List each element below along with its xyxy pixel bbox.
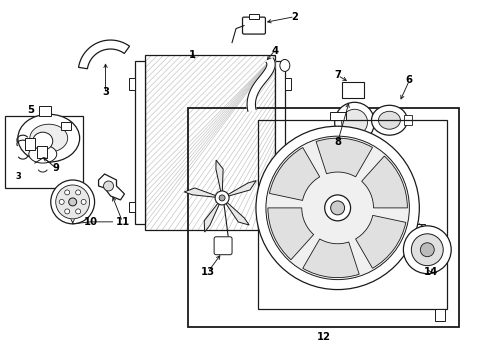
Bar (285, 78, 291, 90)
Circle shape (75, 209, 81, 214)
Bar (129, 78, 135, 90)
Text: 11: 11 (115, 217, 129, 227)
Polygon shape (247, 59, 275, 111)
Text: 13: 13 (201, 267, 215, 276)
Ellipse shape (371, 105, 407, 135)
Polygon shape (78, 40, 129, 69)
Circle shape (65, 209, 70, 214)
Circle shape (69, 198, 76, 206)
Text: 3: 3 (15, 171, 21, 180)
Circle shape (219, 195, 225, 201)
Bar (37, 146, 47, 158)
Circle shape (81, 199, 86, 204)
Polygon shape (222, 181, 256, 198)
Circle shape (59, 199, 64, 204)
Circle shape (65, 190, 70, 195)
Text: 1: 1 (189, 50, 196, 60)
Circle shape (325, 195, 350, 221)
Circle shape (403, 226, 451, 274)
Ellipse shape (30, 124, 68, 152)
Polygon shape (216, 160, 223, 198)
Ellipse shape (33, 132, 53, 150)
Text: 10: 10 (84, 217, 98, 227)
Polygon shape (98, 174, 124, 200)
Text: 7: 7 (334, 71, 341, 80)
Bar (5, 116, 83, 188)
Circle shape (256, 126, 419, 289)
Circle shape (335, 102, 374, 142)
Circle shape (103, 181, 114, 191)
Bar (135, 62, 146, 224)
Bar (275, 62, 285, 224)
Bar (405, 224, 425, 232)
Ellipse shape (18, 114, 80, 162)
Circle shape (420, 243, 434, 257)
Polygon shape (204, 198, 222, 232)
Text: 5: 5 (27, 105, 34, 115)
Circle shape (215, 191, 229, 205)
Bar (25, 138, 35, 150)
Text: 6: 6 (406, 75, 413, 85)
Circle shape (331, 201, 344, 215)
Bar (188, 108, 459, 328)
Wedge shape (362, 156, 407, 208)
Bar (39, 106, 51, 116)
Text: 4: 4 (271, 45, 278, 55)
FancyBboxPatch shape (214, 237, 232, 255)
Wedge shape (303, 239, 359, 278)
Circle shape (56, 185, 90, 219)
Wedge shape (268, 208, 314, 260)
Circle shape (75, 190, 81, 195)
Polygon shape (222, 198, 249, 225)
Bar (330, 112, 345, 120)
Wedge shape (316, 138, 372, 177)
Bar (249, 14, 259, 19)
Bar (146, 55, 275, 230)
Text: 8: 8 (334, 137, 341, 147)
Circle shape (51, 180, 95, 224)
Wedge shape (270, 148, 319, 201)
Wedge shape (356, 215, 406, 268)
Circle shape (342, 109, 368, 135)
Bar (404, 115, 413, 125)
Bar (258, 120, 447, 310)
Bar (129, 202, 135, 212)
Ellipse shape (280, 59, 290, 71)
Ellipse shape (378, 111, 400, 129)
Bar (285, 202, 291, 212)
Ellipse shape (29, 145, 57, 163)
FancyBboxPatch shape (342, 82, 364, 98)
Bar (61, 122, 71, 130)
Circle shape (412, 234, 443, 266)
Text: 3: 3 (102, 87, 109, 97)
FancyBboxPatch shape (243, 17, 266, 34)
Bar (435, 310, 445, 321)
Polygon shape (184, 188, 222, 198)
Text: 14: 14 (424, 267, 439, 276)
Text: 2: 2 (292, 12, 298, 22)
Text: 9: 9 (52, 163, 59, 173)
Circle shape (266, 136, 409, 280)
Text: 12: 12 (317, 332, 331, 342)
